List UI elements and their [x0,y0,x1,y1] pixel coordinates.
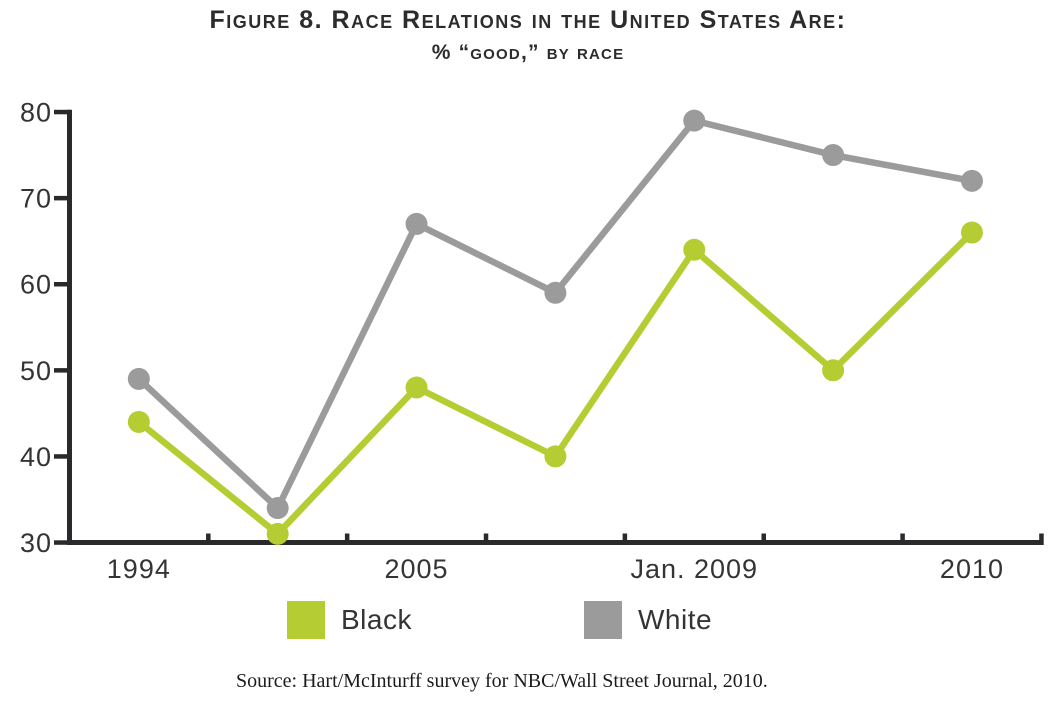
svg-text:2005: 2005 [385,554,449,584]
svg-text:80: 80 [20,98,52,128]
black-series-swatch [287,601,325,639]
svg-text:30: 30 [20,528,52,558]
svg-text:70: 70 [20,184,52,214]
chart-title: Figure 8. Race Relations in the United S… [209,6,847,34]
svg-text:Jan. 2009: Jan. 2009 [630,554,758,584]
legend-item-black: Black [287,601,412,639]
chart-subtitle: % “good,” by race [431,41,625,64]
legend-label-black: Black [341,604,412,635]
svg-text:2010: 2010 [940,554,1004,584]
legend-item-white: White [584,601,712,639]
svg-text:50: 50 [20,356,52,386]
svg-text:1994: 1994 [107,554,171,584]
source-attribution: Source: Hart/McInturff survey for NBC/Wa… [236,670,768,692]
white-series-swatch [584,601,622,639]
svg-text:60: 60 [20,270,52,300]
svg-text:40: 40 [20,442,52,472]
legend-label-white: White [638,604,713,635]
line-chart-plot-area: 30 40 50 60 70 80 1994 2005 Jan. 2009 2010 [20,98,1044,584]
